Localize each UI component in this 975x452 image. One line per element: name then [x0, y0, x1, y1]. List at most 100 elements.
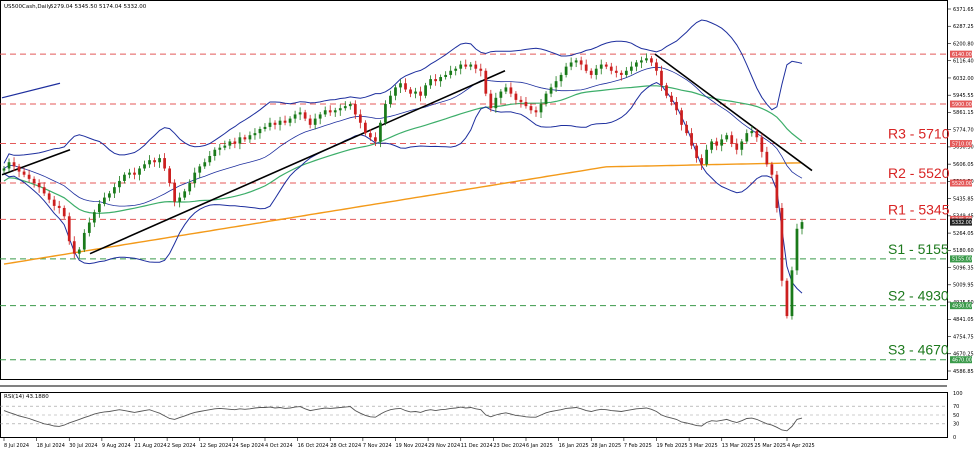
- candle-body: [113, 187, 116, 194]
- candle-body: [268, 122, 272, 127]
- candle-body: [529, 106, 533, 111]
- candle-body: [97, 203, 101, 213]
- candle-body: [343, 106, 347, 109]
- level-price-tag: [950, 255, 972, 263]
- candle-body: [338, 108, 342, 111]
- candle-body: [524, 101, 528, 107]
- candle-body: [444, 74, 448, 78]
- candle-body: [278, 120, 282, 125]
- candle-body: [82, 232, 86, 250]
- candle-body: [288, 118, 292, 123]
- date-tick-label: 11 Dec 2024: [461, 443, 493, 449]
- candle-body: [158, 158, 161, 163]
- candle-body: [148, 160, 151, 165]
- candle-body: [193, 172, 197, 184]
- price-tick-label: 5180.60: [953, 248, 974, 254]
- candle-body: [298, 112, 302, 115]
- candle-body: [374, 137, 377, 142]
- candle-body: [353, 104, 357, 115]
- rsi-tick-label: 50: [953, 413, 959, 419]
- candle-body: [67, 216, 71, 242]
- candle-body: [17, 166, 21, 172]
- candle-body: [228, 141, 232, 146]
- candle-body: [509, 87, 513, 94]
- candle-body: [128, 172, 131, 175]
- candle-body: [549, 87, 553, 94]
- candle-body: [650, 58, 653, 63]
- candle-body: [87, 222, 91, 233]
- candle-body: [735, 143, 739, 150]
- candle-body: [579, 60, 583, 65]
- candle-body: [138, 168, 141, 175]
- candle-body: [384, 104, 387, 123]
- candle-body: [103, 197, 106, 204]
- candle-body: [750, 131, 754, 134]
- candle-body: [479, 68, 483, 71]
- candle-body: [163, 158, 166, 169]
- candle-body: [318, 114, 322, 119]
- candle-body: [414, 91, 417, 94]
- candle-body: [635, 62, 638, 67]
- date-tick-label: 28 Jan 2025: [591, 443, 621, 449]
- moving-averages: [3, 85, 803, 265]
- price-tick-label: 5264.05: [953, 231, 974, 237]
- rsi-tick-label: 100: [953, 391, 963, 397]
- candle-body: [619, 72, 623, 75]
- rsi-tick-label: 0: [953, 435, 956, 441]
- candle-body: [399, 83, 402, 88]
- price-tick-label: 6371.65: [953, 7, 974, 13]
- candle-body: [700, 158, 703, 165]
- candle-body: [680, 110, 683, 125]
- candle-body: [283, 120, 287, 123]
- rsi-indicator: 100 70 50 30 0: [0, 391, 963, 441]
- candle-body: [685, 124, 688, 134]
- candle-body: [745, 133, 749, 142]
- candle-body: [785, 280, 789, 317]
- price-tick-label: 4841.05: [953, 317, 974, 323]
- chart-ohlc-label: 5279.04 5345.50 5174.04 5332.00: [50, 4, 147, 10]
- level-label: S3 - 4670: [888, 342, 949, 358]
- candle-body: [92, 212, 96, 223]
- candle-body: [238, 137, 242, 144]
- candle-body: [655, 62, 658, 71]
- candle-body: [559, 74, 563, 82]
- rsi-tick-label: 30: [953, 422, 959, 428]
- candle-body: [780, 207, 784, 281]
- candle-body: [333, 110, 337, 113]
- level-price-tag-text: 5155.00: [952, 257, 972, 263]
- ma-orange-line: [3, 162, 803, 265]
- price-tick-label: 5435.85: [953, 196, 974, 202]
- candle-body: [429, 79, 432, 86]
- candle-body: [273, 122, 277, 125]
- candle-body: [323, 110, 327, 115]
- date-tick-label: 16 Jan 2025: [559, 443, 589, 449]
- level-price-tag-text: 4930.00: [952, 303, 972, 309]
- candle-body: [710, 141, 714, 150]
- bollinger-bands: [3, 19, 803, 294]
- candle-body: [47, 193, 51, 200]
- price-tick-label: 5009.95: [953, 283, 974, 289]
- candle-body: [208, 156, 212, 163]
- candle-body: [409, 89, 412, 94]
- bollinger-middle-line: [3, 66, 803, 207]
- candle-body: [2, 168, 6, 171]
- candle-body: [243, 137, 247, 140]
- candle-body: [629, 66, 633, 71]
- date-tick-label: 29 Nov 2024: [428, 443, 460, 449]
- level-price-tag-text: 6140.00: [952, 52, 972, 58]
- date-tick-label: 24 Sep 2024: [232, 443, 264, 449]
- candle-body: [765, 151, 769, 165]
- candle-body: [62, 207, 66, 217]
- candle-body: [178, 197, 182, 202]
- candle-body: [248, 135, 252, 140]
- candle-body: [168, 168, 171, 184]
- candle-body: [564, 66, 568, 75]
- candle-body: [499, 91, 503, 98]
- candle-body: [670, 95, 673, 102]
- candle-body: [22, 171, 26, 175]
- candle-body: [379, 122, 382, 142]
- candle-body: [308, 118, 312, 125]
- candle-body: [539, 104, 543, 113]
- level-price-tag-text: 5520.00: [952, 181, 972, 187]
